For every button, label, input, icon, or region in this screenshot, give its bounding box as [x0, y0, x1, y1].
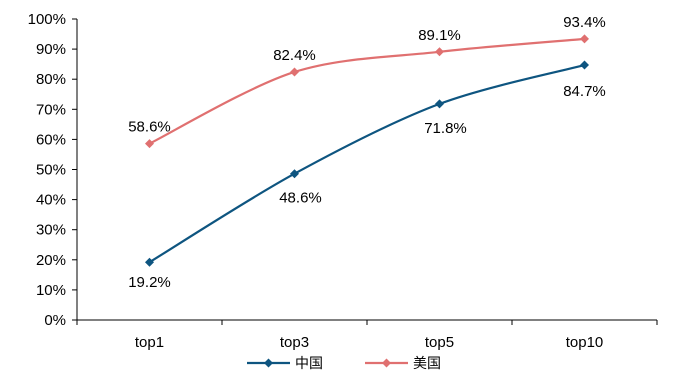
y-tick-label: 90%	[36, 41, 66, 58]
series-group	[145, 34, 589, 267]
data-point-marker	[290, 67, 299, 77]
legend-marker-2	[382, 358, 391, 368]
data-point-marker	[435, 99, 444, 109]
y-tick-label: 80%	[36, 71, 66, 88]
data-point-marker	[580, 34, 589, 44]
data-point-marker	[435, 47, 444, 57]
y-tick-label: 40%	[36, 192, 66, 209]
data-label: 93.4%	[563, 14, 606, 31]
data-label: 89.1%	[418, 27, 461, 44]
y-tick-label: 10%	[36, 282, 66, 299]
data-point-marker	[145, 139, 154, 149]
legend: 中国 美国	[247, 355, 441, 371]
x-tick-label: top1	[135, 334, 164, 351]
y-tick-label: 20%	[36, 252, 66, 269]
y-tick-label: 0%	[44, 312, 66, 329]
y-tick-label: 30%	[36, 222, 66, 239]
data-point-marker	[580, 60, 589, 70]
data-labels: 19.2% 48.6% 71.8% 84.7% 58.6% 82.4% 89.1% 93.4%	[128, 14, 606, 291]
data-label: 71.8%	[424, 120, 467, 137]
legend-label-2: 美国	[413, 355, 441, 371]
x-tick-label: top10	[566, 334, 604, 351]
legend-label-1: 中国	[295, 355, 323, 371]
data-point-marker	[145, 257, 154, 267]
axes: 0% 10% 20% 30% 40% 50% 60% 70% 80% 90% 100% top1 top…	[28, 11, 658, 351]
data-point-marker	[290, 169, 299, 179]
legend-marker-1	[264, 358, 273, 368]
y-tick-label: 50%	[36, 162, 66, 179]
y-tick-label: 60%	[36, 131, 66, 148]
y-tick-label: 70%	[36, 101, 66, 118]
data-label: 82.4%	[273, 47, 316, 64]
y-tick-label: 100%	[28, 11, 66, 28]
x-tick-label: top3	[280, 334, 309, 351]
data-label: 48.6%	[279, 190, 322, 207]
x-tick-label: top5	[425, 334, 454, 351]
series-line-2	[149, 37, 585, 145]
data-label: 19.2%	[128, 274, 171, 291]
data-label: 84.7%	[563, 83, 606, 100]
data-label: 58.6%	[128, 119, 171, 136]
series-line-1	[148, 63, 585, 264]
